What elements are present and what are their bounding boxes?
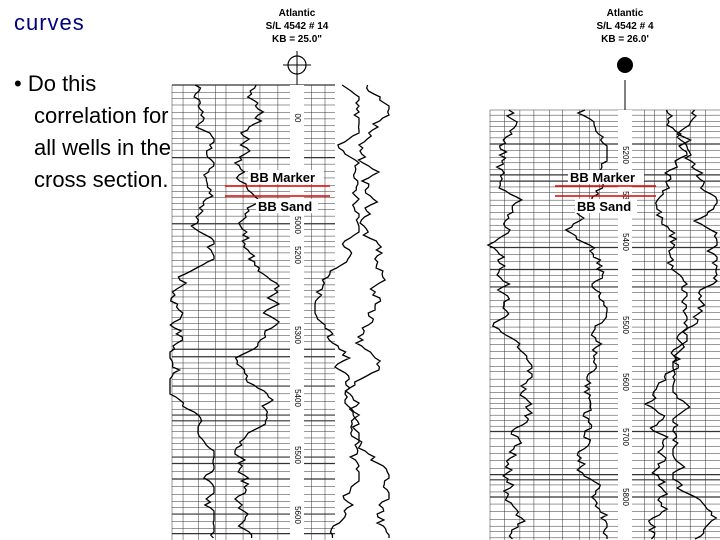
label-bg: [248, 170, 324, 184]
log-curve: [344, 84, 390, 538]
log-curve: [671, 109, 719, 540]
depth-label: 5300: [293, 326, 302, 344]
label-bg: [575, 199, 637, 213]
log-curve: [314, 84, 361, 539]
depth-label: 5400: [621, 233, 630, 251]
depth-label: 00: [293, 114, 302, 123]
depth-label: 5000: [293, 216, 302, 234]
log-curve: [486, 109, 534, 540]
well-kb: KB = 26.0': [601, 34, 649, 45]
marker-label: BB Marker: [570, 170, 635, 185]
depth-label: 5400: [293, 389, 302, 407]
label-bg: [568, 170, 644, 184]
depth-label: 5600: [293, 506, 302, 524]
well-name: S/L 4542 # 4: [596, 21, 654, 32]
well-symbol: [617, 57, 633, 73]
bullet-text: Do this correlation for all wells in the…: [14, 68, 192, 196]
marker-label: BB Marker: [250, 170, 315, 185]
slide-heading: curves: [14, 10, 85, 35]
depth-track: [290, 85, 304, 540]
depth-label: 5600: [621, 373, 630, 391]
depth-track: [618, 110, 632, 540]
depth-label: 5500: [621, 316, 630, 334]
log-grid: [171, 84, 335, 540]
well-log: Atlantic S/L 4542 # 14 KB = 25.0" 00 5000…: [169, 8, 390, 540]
log-curve: [233, 84, 281, 538]
log-curve: [643, 109, 689, 540]
well-log: Atlantic S/L 4542 # 4 KB = 26.0' 5200530…: [486, 8, 720, 540]
log-curve: [169, 84, 215, 539]
well-operator: Atlantic: [607, 8, 644, 19]
well-operator: Atlantic: [279, 8, 316, 19]
depth-label: 5500: [293, 446, 302, 464]
depth-label: 5800: [621, 488, 630, 506]
sand-label: BB Sand: [258, 199, 312, 214]
well-kb: KB = 25.0": [272, 34, 322, 45]
depth-label: 5200: [621, 146, 630, 164]
sand-label: BB Sand: [577, 199, 631, 214]
label-bg: [256, 199, 318, 213]
depth-label: 5200: [293, 246, 302, 264]
well-name: S/L 4542 # 14: [266, 21, 329, 32]
depth-label: 5700: [621, 428, 630, 446]
